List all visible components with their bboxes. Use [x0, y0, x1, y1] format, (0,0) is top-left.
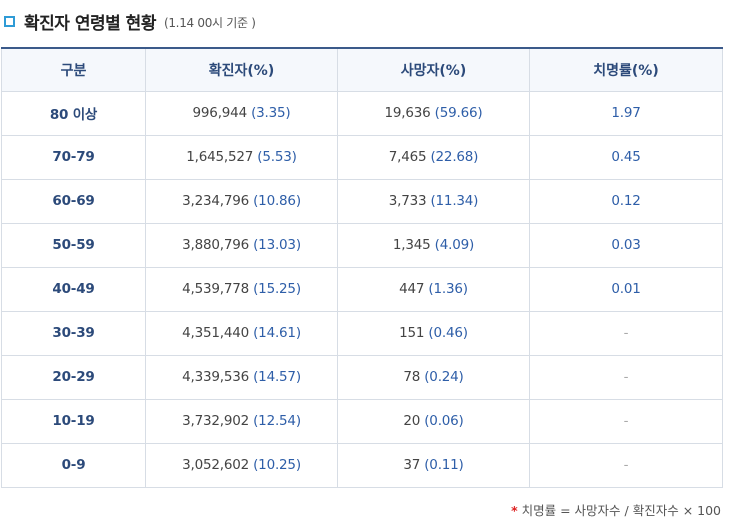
confirmed-cell: 3,732,902 (12.54)	[145, 398, 338, 444]
deaths-count: 37	[403, 457, 421, 473]
deaths-percent: (4.09)	[434, 237, 475, 253]
page-title: 확진자 연령별 현황	[24, 13, 156, 34]
confirmed-percent: (10.25)	[253, 457, 301, 473]
deaths-percent: (11.34)	[430, 193, 479, 209]
table-row: 30-39 4,351,440 (14.61) 151 (0.46) -	[1, 310, 723, 356]
fatality-rate-cell: -	[529, 398, 723, 444]
header-category: 구분	[1, 48, 146, 92]
age-group-cell: 0-9	[1, 442, 146, 488]
confirmed-count: 3,052,602	[182, 457, 250, 473]
deaths-count: 1,345	[392, 237, 431, 253]
deaths-cell: 3,733 (11.34)	[337, 178, 530, 224]
deaths-cell: 20 (0.06)	[337, 398, 530, 444]
age-group-cell: 60-69	[1, 178, 146, 224]
age-stats-table: 구분 확진자(%) 사망자(%) 치명률(%) 80 이상 996,944 (3…	[1, 47, 723, 488]
table-row: 0-9 3,052,602 (10.25) 37 (0.11) -	[1, 442, 723, 488]
confirmed-cell: 3,234,796 (10.86)	[145, 178, 338, 224]
deaths-count: 7,465	[388, 149, 427, 165]
age-group-cell: 10-19	[1, 398, 146, 444]
header-confirmed: 확진자(%)	[145, 48, 338, 92]
confirmed-cell: 3,880,796 (13.03)	[145, 222, 338, 268]
confirmed-count: 4,339,536	[182, 369, 250, 385]
age-group-cell: 30-39	[1, 310, 146, 356]
deaths-count: 151	[399, 325, 425, 341]
confirmed-cell: 1,645,527 (5.53)	[145, 134, 338, 180]
confirmed-percent: (3.35)	[251, 105, 291, 121]
confirmed-cell: 4,351,440 (14.61)	[145, 310, 338, 356]
deaths-count: 447	[399, 281, 425, 297]
square-bullet-icon	[4, 15, 15, 27]
table-body: 80 이상 996,944 (3.35) 19,636 (59.66) 1.97…	[1, 90, 723, 488]
table-row: 40-49 4,539,778 (15.25) 447 (1.36) 0.01	[1, 266, 723, 312]
confirmed-count: 1,645,527	[186, 149, 254, 165]
age-group-cell: 50-59	[1, 222, 146, 268]
confirmed-percent: (12.54)	[253, 413, 301, 429]
age-group-cell: 20-29	[1, 354, 146, 400]
fatality-rate-cell: -	[529, 442, 723, 488]
reference-date: (1.14 00시 기준 )	[163, 15, 256, 30]
confirmed-percent: (10.86)	[253, 193, 301, 209]
deaths-percent: (22.68)	[430, 149, 479, 165]
deaths-percent: (59.66)	[434, 105, 483, 121]
confirmed-count: 996,944	[192, 105, 248, 121]
fatality-rate-cell: 1.97	[529, 90, 723, 136]
fatality-rate-cell: 0.12	[529, 178, 723, 224]
table-header-row: 구분 확진자(%) 사망자(%) 치명률(%)	[1, 48, 723, 92]
section-title: 확진자 연령별 현황 (1.14 00시 기준 )	[4, 8, 256, 34]
table-row: 80 이상 996,944 (3.35) 19,636 (59.66) 1.97	[1, 90, 723, 136]
deaths-cell: 19,636 (59.66)	[337, 90, 530, 136]
deaths-cell: 1,345 (4.09)	[337, 222, 530, 268]
confirmed-count: 4,539,778	[182, 281, 250, 297]
deaths-percent: (1.36)	[428, 281, 468, 297]
confirmed-count: 4,351,440	[182, 325, 250, 341]
fatality-rate-cell: 0.03	[529, 222, 723, 268]
footnote: * 치명률 = 사망자수 / 확진자수 × 100	[511, 500, 721, 519]
deaths-cell: 78 (0.24)	[337, 354, 530, 400]
deaths-percent: (0.06)	[424, 413, 464, 429]
confirmed-percent: (13.03)	[253, 237, 301, 253]
confirmed-cell: 996,944 (3.35)	[145, 90, 338, 136]
deaths-count: 3,733	[388, 193, 427, 209]
table-row: 10-19 3,732,902 (12.54) 20 (0.06) -	[1, 398, 723, 444]
header-deaths: 사망자(%)	[337, 48, 530, 92]
confirmed-cell: 4,339,536 (14.57)	[145, 354, 338, 400]
age-group-cell: 70-79	[1, 134, 146, 180]
deaths-percent: (0.46)	[428, 325, 468, 341]
confirmed-cell: 3,052,602 (10.25)	[145, 442, 338, 488]
age-group-cell: 40-49	[1, 266, 146, 312]
deaths-percent: (0.24)	[424, 369, 464, 385]
table-row: 20-29 4,339,536 (14.57) 78 (0.24) -	[1, 354, 723, 400]
deaths-count: 19,636	[384, 105, 431, 121]
deaths-cell: 151 (0.46)	[337, 310, 530, 356]
deaths-cell: 37 (0.11)	[337, 442, 530, 488]
table-row: 50-59 3,880,796 (13.03) 1,345 (4.09) 0.0…	[1, 222, 723, 268]
confirmed-count: 3,732,902	[182, 413, 250, 429]
fatality-rate-cell: 0.01	[529, 266, 723, 312]
deaths-cell: 447 (1.36)	[337, 266, 530, 312]
age-group-cell: 80 이상	[1, 90, 146, 136]
footnote-text: 치명률 = 사망자수 / 확진자수 × 100	[521, 503, 721, 518]
table-row: 70-79 1,645,527 (5.53) 7,465 (22.68) 0.4…	[1, 134, 723, 180]
confirmed-percent: (5.53)	[257, 149, 297, 165]
fatality-rate-cell: -	[529, 310, 723, 356]
confirmed-count: 3,880,796	[182, 237, 250, 253]
confirmed-percent: (15.25)	[253, 281, 301, 297]
fatality-rate-cell: -	[529, 354, 723, 400]
table-row: 60-69 3,234,796 (10.86) 3,733 (11.34) 0.…	[1, 178, 723, 224]
confirmed-count: 3,234,796	[182, 193, 250, 209]
fatality-rate-cell: 0.45	[529, 134, 723, 180]
confirmed-percent: (14.61)	[253, 325, 301, 341]
asterisk-mark: *	[511, 503, 518, 518]
header-fatality-rate: 치명률(%)	[529, 48, 723, 92]
confirmed-percent: (14.57)	[253, 369, 301, 385]
deaths-count: 20	[403, 413, 421, 429]
deaths-count: 78	[403, 369, 421, 385]
deaths-cell: 7,465 (22.68)	[337, 134, 530, 180]
confirmed-cell: 4,539,778 (15.25)	[145, 266, 338, 312]
deaths-percent: (0.11)	[424, 457, 464, 473]
